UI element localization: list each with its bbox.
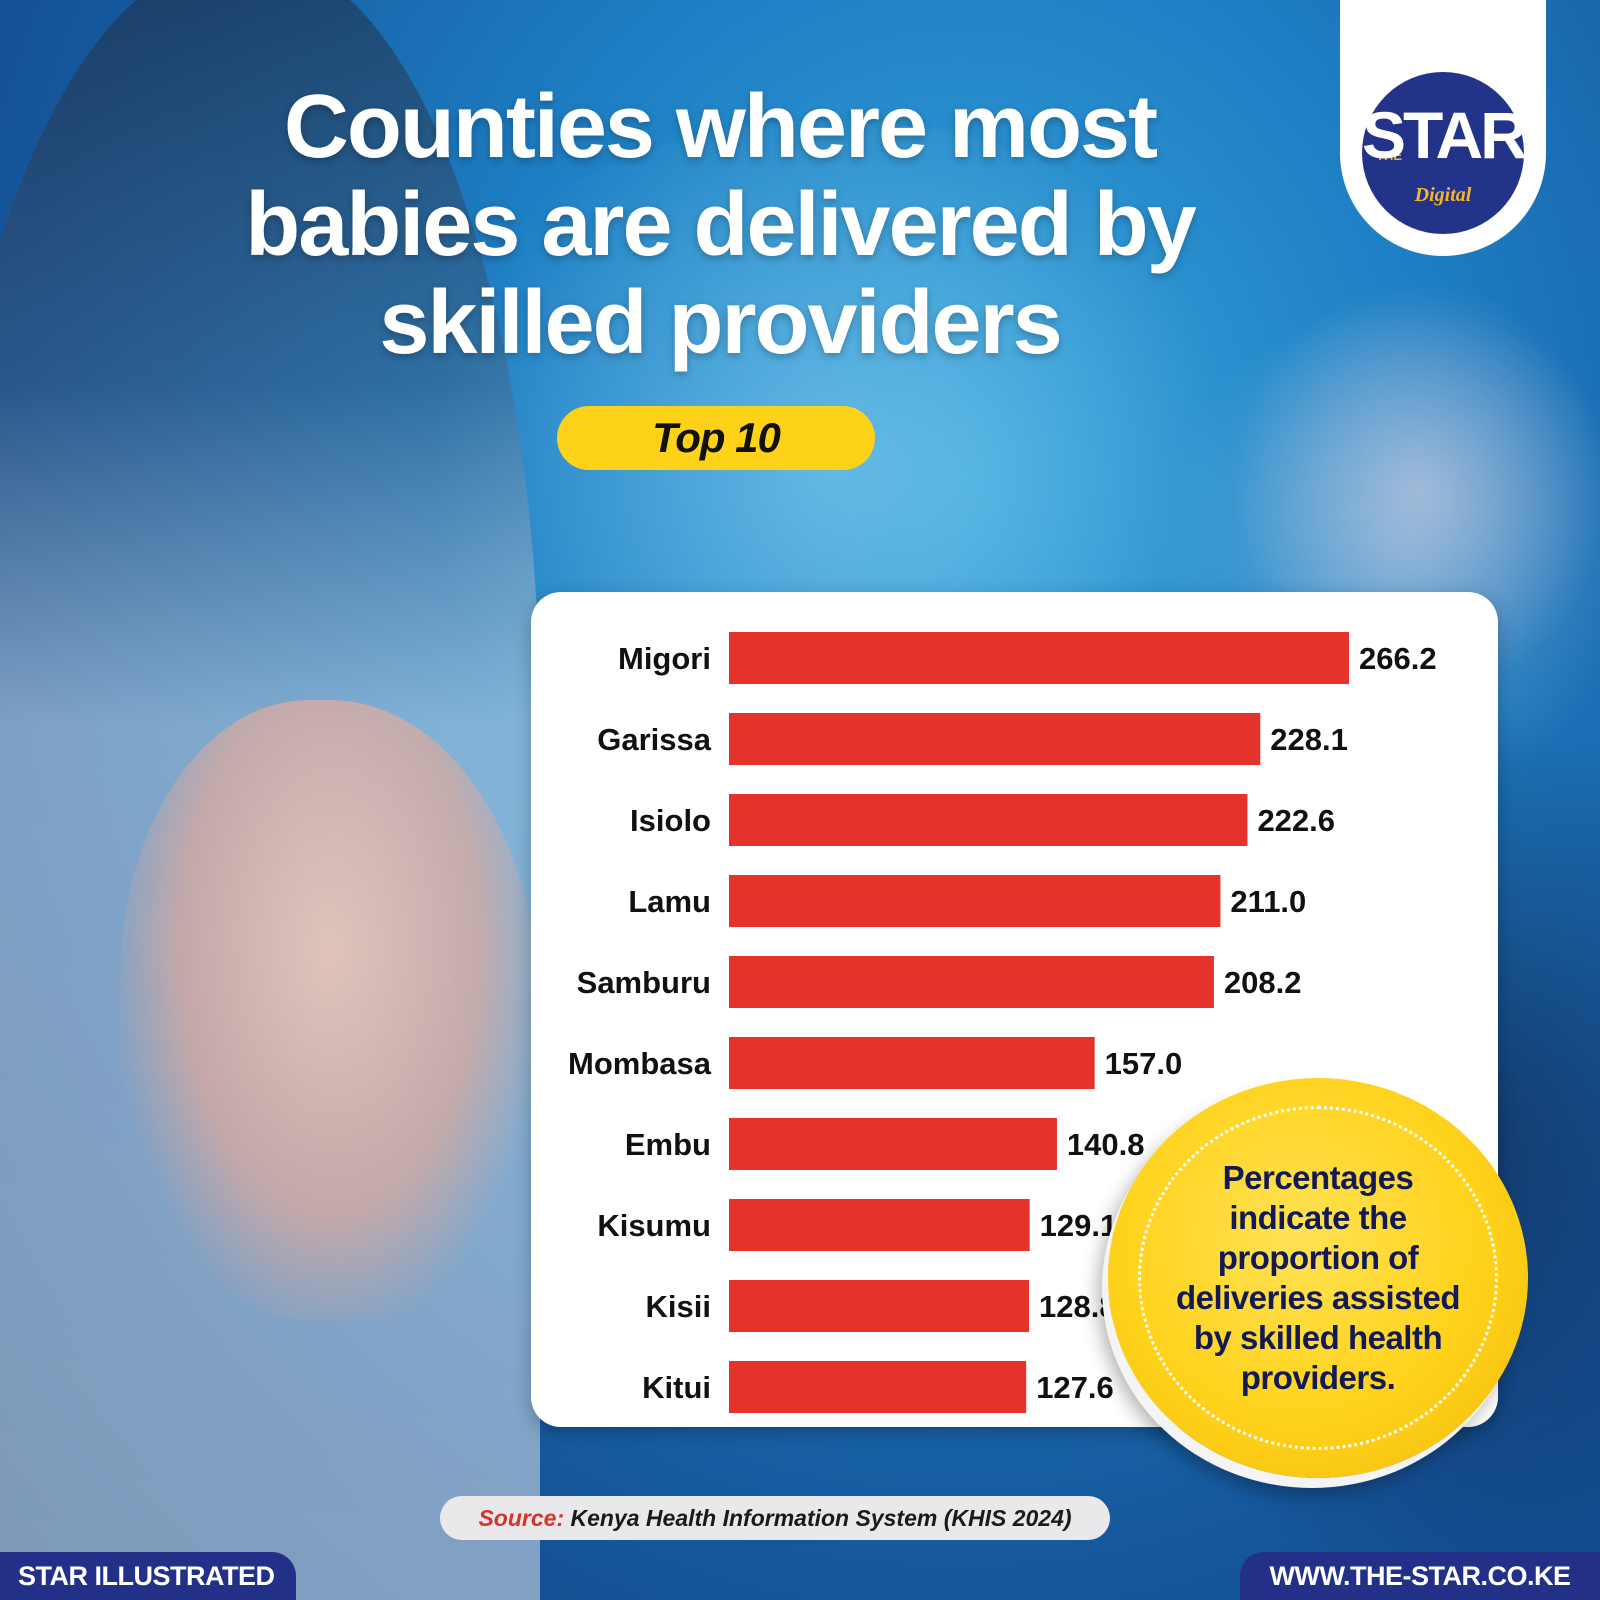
footer-brand: STAR ILLUSTRATED <box>0 1552 296 1600</box>
newborn-silhouette <box>120 700 540 1320</box>
category-label: Kisii <box>646 1289 711 1324</box>
bar-samburu <box>729 956 1214 1008</box>
logo-disc: THE STAR Digital <box>1362 72 1528 234</box>
logo-tagline: Digital <box>1414 184 1472 206</box>
source-label: Source: <box>478 1505 565 1531</box>
category-label: Embu <box>625 1127 711 1162</box>
star-logo: THE STAR Digital <box>1340 0 1546 256</box>
note-line: proportion of <box>1217 1239 1419 1276</box>
value-label: 228.1 <box>1270 722 1348 757</box>
page-title: Counties where most babies are delivered… <box>160 78 1280 372</box>
bar-chart: Migori 266.2 Garissa 228.1 Isiolo 222.6 Lamu 21… <box>568 632 1437 1413</box>
value-label: 208.2 <box>1224 965 1302 1000</box>
category-label: Kitui <box>642 1370 711 1405</box>
logo-name: STAR <box>1362 98 1528 172</box>
value-label: 140.8 <box>1067 1127 1145 1162</box>
category-label: Mombasa <box>568 1046 712 1081</box>
top-10-badge: Top 10 <box>557 406 875 470</box>
bar-kitui <box>729 1361 1027 1413</box>
title-line: Counties where most <box>283 77 1158 177</box>
footer-website-link[interactable]: WWW.THE-STAR.CO.KE <box>1240 1552 1600 1600</box>
title-line: babies are delivered by <box>245 175 1197 275</box>
logo-prefix: THE <box>1376 148 1402 163</box>
category-label: Garissa <box>597 722 712 757</box>
value-label: 266.2 <box>1359 641 1437 676</box>
bar-kisii <box>729 1280 1029 1332</box>
value-label: 127.6 <box>1036 1370 1114 1405</box>
value-label: 128.8 <box>1039 1289 1117 1324</box>
title-line: skilled providers <box>379 273 1062 373</box>
category-label: Kisumu <box>597 1208 711 1243</box>
value-label: 211.0 <box>1230 884 1306 919</box>
category-label: Samburu <box>577 965 711 1000</box>
note-text: Percentages indicate the proportion of d… <box>1148 1158 1488 1398</box>
value-label: 157.0 <box>1105 1046 1183 1081</box>
note-line: Percentages <box>1222 1159 1414 1196</box>
note-line: by skilled health <box>1193 1319 1443 1356</box>
value-label: 129.1 <box>1040 1208 1118 1243</box>
category-label: Migori <box>618 641 711 676</box>
bar-migori <box>729 632 1349 684</box>
bar-embu <box>729 1118 1057 1170</box>
note-line: deliveries assisted <box>1175 1279 1461 1316</box>
bar-isiolo <box>729 794 1248 846</box>
category-label: Lamu <box>628 884 711 919</box>
note-sticker: Percentages indicate the proportion of d… <box>1108 1078 1528 1478</box>
bar-kisumu <box>729 1199 1030 1251</box>
bar-mombasa <box>729 1037 1095 1089</box>
source-citation: Source: Kenya Health Information System … <box>440 1496 1110 1540</box>
sticker-dotted-ring <box>1138 1106 1498 1450</box>
bar-lamu <box>729 875 1221 927</box>
bar-garissa <box>729 713 1261 765</box>
note-line: providers. <box>1240 1359 1396 1396</box>
note-line: indicate the <box>1229 1199 1407 1236</box>
value-label: 222.6 <box>1257 803 1335 838</box>
source-text: Kenya Health Information System (KHIS 20… <box>570 1505 1072 1531</box>
chart-card: Migori 266.2 Garissa 228.1 Isiolo 222.6 Lamu 21… <box>531 592 1498 1427</box>
category-label: Isiolo <box>630 803 711 838</box>
